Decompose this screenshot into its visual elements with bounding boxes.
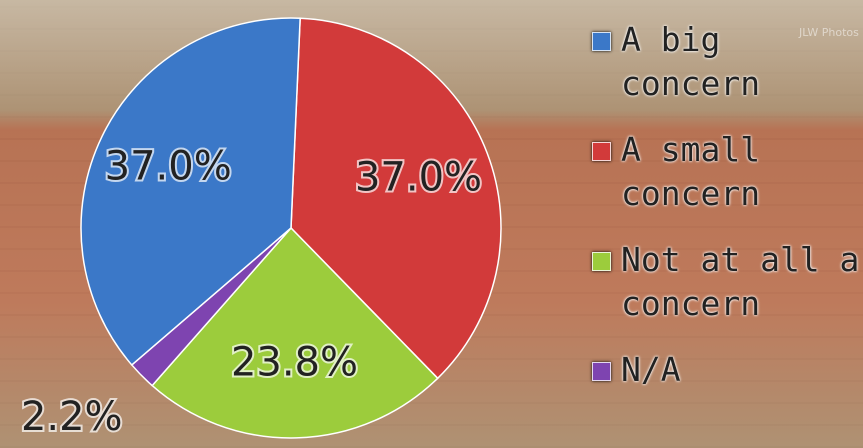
legend-item: Not at all a concern <box>588 238 863 326</box>
legend-item: A small concern <box>588 128 863 216</box>
legend-swatch <box>592 32 611 51</box>
pie-slice <box>80 17 301 366</box>
legend-label: Not at all a concern <box>621 240 860 323</box>
legend-item: N/A <box>588 348 863 392</box>
legend-swatch <box>592 142 611 161</box>
legend-item: A big concern <box>588 18 863 106</box>
legend: A big concern A small concern Not at all a… <box>588 18 863 414</box>
legend-label: A big concern <box>621 20 761 103</box>
legend-swatch <box>592 362 611 381</box>
legend-swatch <box>592 252 611 271</box>
legend-label: A small concern <box>621 130 761 213</box>
data-label: 37.0% <box>105 143 232 189</box>
data-label: 37.0% <box>355 154 482 200</box>
data-label: 2.2% <box>21 394 123 440</box>
data-label: 23.8% <box>231 339 358 385</box>
pie-slice <box>290 17 502 380</box>
watermark: JLW Photos <box>799 26 859 39</box>
pie-slice <box>151 226 439 439</box>
legend-label: N/A <box>621 350 681 389</box>
